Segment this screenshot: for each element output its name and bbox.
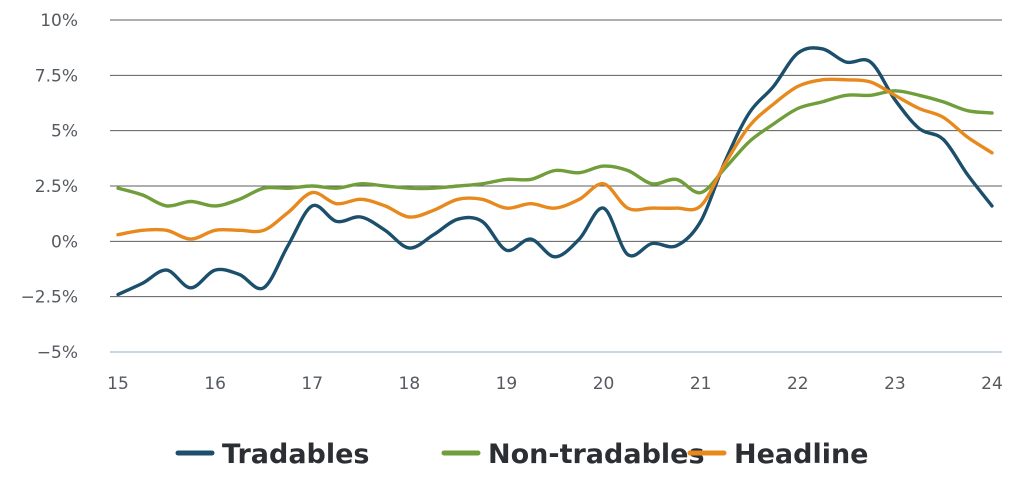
x-tick-label: 15 (107, 374, 129, 394)
y-tick-label: 5% (51, 122, 78, 142)
x-tick-label: 20 (593, 374, 615, 394)
series-line-tradables (116, 46, 994, 297)
y-tick-label: 2.5% (35, 177, 78, 197)
legend-label-non-tradables: Non-tradables (488, 439, 705, 470)
x-tick-label: 21 (690, 374, 712, 394)
series-lines (116, 46, 994, 297)
y-tick-label: 0% (51, 232, 78, 252)
y-tick-label: 10% (40, 11, 78, 31)
y-axis: 10% 7.5% 5% 2.5% 0% −2.5% −5% (21, 11, 78, 363)
x-tick-label: 24 (981, 374, 1003, 394)
y-tick-label: 7.5% (35, 66, 78, 86)
x-tick-label: 22 (787, 374, 809, 394)
series-line-headline (116, 77, 994, 241)
x-tick-label: 18 (399, 374, 421, 394)
legend-label-headline: Headline (734, 439, 869, 470)
x-axis: 15 16 17 18 19 20 21 22 23 24 (107, 374, 1003, 394)
x-tick-label: 16 (204, 374, 226, 394)
gridlines (110, 19, 1002, 353)
x-tick-label: 17 (301, 374, 323, 394)
y-tick-label: −2.5% (21, 288, 78, 308)
legend: Tradables Non-tradables Headline (175, 439, 869, 470)
series-line-non-tradables (116, 89, 994, 208)
legend-label-tradables: Tradables (222, 439, 370, 470)
x-tick-label: 23 (884, 374, 906, 394)
x-tick-label: 19 (496, 374, 518, 394)
y-tick-label: −5% (37, 343, 78, 363)
